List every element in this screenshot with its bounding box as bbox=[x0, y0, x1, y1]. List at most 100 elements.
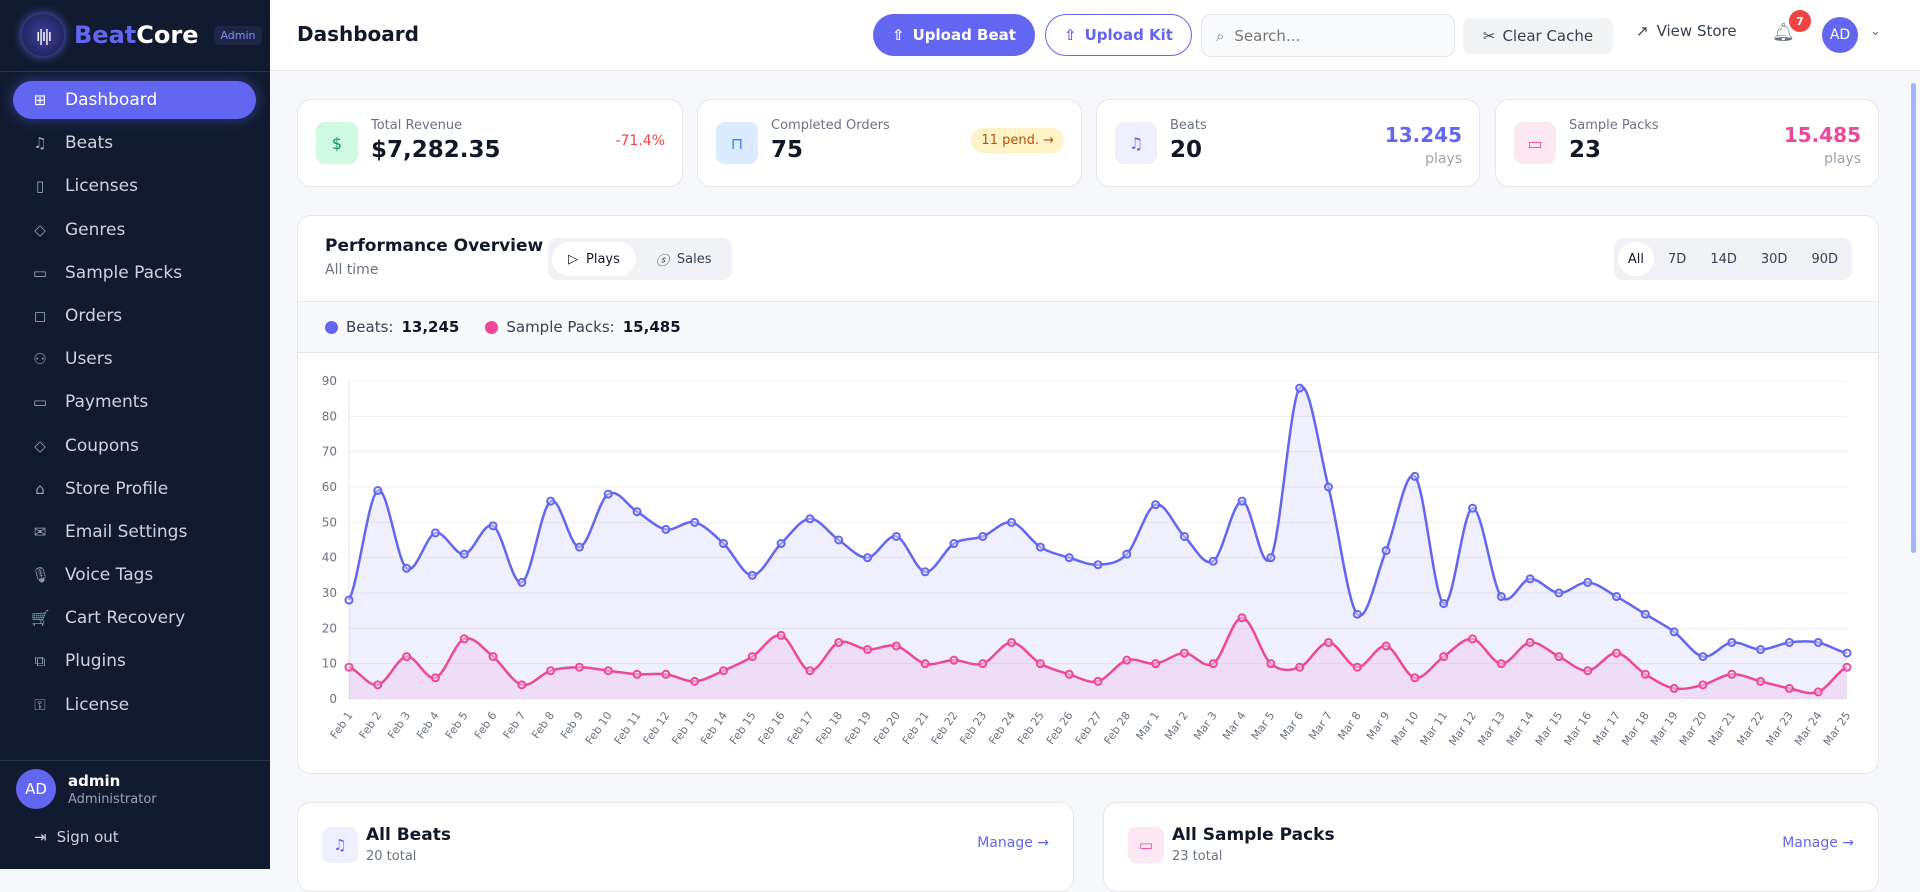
data-point bbox=[719, 539, 728, 549]
revenue-change: -71.4% bbox=[615, 133, 665, 149]
clear-cache-button[interactable]: ✂ Clear Cache bbox=[1463, 18, 1613, 54]
x-tick-label: Feb 20 bbox=[871, 709, 903, 747]
data-point bbox=[863, 553, 873, 563]
x-tick-label: Mar 8 bbox=[1335, 709, 1364, 742]
view-store-link[interactable]: ↗ View Store bbox=[1636, 22, 1737, 40]
data-point bbox=[459, 634, 469, 644]
data-point bbox=[1727, 669, 1737, 679]
x-tick-label: Mar 11 bbox=[1418, 709, 1451, 748]
sidebar-user[interactable]: AD admin Administrator bbox=[16, 769, 157, 809]
x-tick-label: Feb 28 bbox=[1101, 709, 1133, 747]
search-box[interactable]: ⌕ bbox=[1201, 14, 1455, 57]
scrollbar[interactable] bbox=[1908, 71, 1920, 869]
x-tick-label: Mar 13 bbox=[1475, 709, 1508, 748]
x-tick-label: Mar 9 bbox=[1364, 709, 1393, 742]
x-tick-label: Feb 1 bbox=[328, 709, 356, 741]
range-all[interactable]: All bbox=[1617, 242, 1655, 276]
brand-name-b: Core bbox=[136, 21, 199, 49]
range-30d[interactable]: 30D bbox=[1760, 251, 1788, 267]
sidebar-item-orders[interactable]: ◻ Orders bbox=[13, 297, 256, 335]
manage-beats-link[interactable]: Manage → bbox=[977, 835, 1049, 851]
data-point bbox=[1554, 588, 1564, 598]
tab-plays[interactable]: ▷ Plays bbox=[552, 242, 636, 276]
data-point bbox=[1640, 609, 1650, 619]
sidebar-item-payments[interactable]: ▭ Payments bbox=[13, 383, 256, 421]
divider bbox=[0, 760, 270, 761]
beats-plays: 13.245 bbox=[1384, 123, 1462, 147]
x-tick-label: Mar 20 bbox=[1677, 709, 1710, 748]
sidebar-item-coupons[interactable]: ◇ Coupons bbox=[13, 427, 256, 465]
x-tick-label: Feb 8 bbox=[529, 709, 557, 741]
user-avatar-button[interactable]: AD bbox=[1822, 17, 1858, 53]
sidebar-item-label: Beats bbox=[65, 133, 114, 154]
range-toggle: All 7D 14D 30D 90D bbox=[1613, 238, 1852, 280]
sidebar-item-users[interactable]: ⚇ Users bbox=[13, 340, 256, 378]
range-90d[interactable]: 90D bbox=[1811, 251, 1838, 267]
search-input[interactable] bbox=[1234, 26, 1435, 45]
scrollbar-thumb[interactable] bbox=[1911, 83, 1916, 553]
range-14d[interactable]: 14D bbox=[1710, 251, 1737, 267]
upload-beat-button[interactable]: ⇧ Upload Beat bbox=[873, 14, 1035, 56]
sidebar-item-label: Sample Packs bbox=[65, 262, 183, 283]
sidebar-item-genres[interactable]: ◇ Genres bbox=[13, 211, 256, 249]
x-tick-label: Mar 3 bbox=[1191, 709, 1220, 742]
stat-value: 75 bbox=[771, 137, 804, 163]
data-point bbox=[1669, 683, 1679, 693]
sidebar-item-sample-packs[interactable]: ▭ Sample Packs bbox=[13, 254, 256, 292]
sidebar-item-label: License bbox=[65, 694, 130, 715]
x-tick-label: Feb 26 bbox=[1044, 709, 1076, 747]
sidebar-item-label: Orders bbox=[65, 305, 123, 326]
data-point bbox=[719, 666, 728, 676]
data-point bbox=[805, 666, 815, 676]
plays-label: plays bbox=[1824, 151, 1861, 167]
data-point bbox=[373, 486, 383, 496]
data-point bbox=[632, 507, 642, 517]
sidebar-item-label: Users bbox=[65, 349, 113, 370]
sidebar-item-label: Licenses bbox=[65, 176, 138, 197]
data-point bbox=[1093, 676, 1103, 686]
bag-icon: ◻ bbox=[33, 306, 47, 325]
sidebar-item-cart-recovery[interactable]: 🛒 Cart Recovery bbox=[13, 599, 256, 637]
data-point bbox=[1756, 676, 1766, 686]
upload-kit-button[interactable]: ⇧ Upload Kit bbox=[1045, 14, 1192, 56]
data-point bbox=[488, 652, 498, 662]
sidebar-item-store-profile[interactable]: ⌂ Store Profile bbox=[13, 470, 256, 508]
range-7d[interactable]: 7D bbox=[1668, 251, 1687, 267]
brand-name-a: Beat bbox=[74, 21, 137, 49]
chevron-down-icon[interactable]: ⌄ bbox=[1870, 24, 1881, 39]
sidebar-item-voice-tags[interactable]: 🎙 Voice Tags bbox=[13, 556, 256, 594]
sidebar-item-email-settings[interactable]: ✉ Email Settings bbox=[13, 513, 256, 551]
data-point bbox=[373, 680, 383, 690]
data-point bbox=[978, 659, 988, 669]
data-point bbox=[1842, 648, 1852, 658]
stat-card-sample-packs: ▭ Sample Packs 23 15.485 plays bbox=[1495, 99, 1879, 187]
logo[interactable]: ı|ı|ı BeatCore Admin bbox=[22, 14, 262, 56]
y-tick-label: 40 bbox=[322, 551, 337, 565]
bell-icon[interactable]: 🔔︎ bbox=[1772, 22, 1795, 43]
stat-value: 20 bbox=[1170, 137, 1203, 163]
data-point bbox=[1381, 641, 1391, 651]
card-count: 20 total bbox=[366, 849, 417, 864]
tab-sales[interactable]: ⓢ Sales bbox=[640, 242, 728, 276]
y-tick-label: 20 bbox=[322, 621, 337, 635]
data-point bbox=[1151, 500, 1161, 510]
sidebar-item-dashboard[interactable]: ⊞ Dashboard bbox=[13, 81, 256, 119]
data-point bbox=[517, 577, 527, 587]
notification-badge: 7 bbox=[1789, 10, 1811, 32]
pending-orders-badge[interactable]: 11 pend. → bbox=[971, 128, 1064, 153]
x-tick-label: Mar 10 bbox=[1389, 709, 1422, 748]
card-count: 23 total bbox=[1172, 849, 1223, 864]
data-point bbox=[805, 514, 815, 524]
data-point bbox=[1439, 652, 1449, 662]
sign-out-button[interactable]: ⇥ Sign out bbox=[34, 828, 119, 846]
x-tick-label: Feb 22 bbox=[929, 709, 961, 747]
data-point bbox=[1381, 546, 1391, 556]
sidebar-item-licenses[interactable]: ▯ Licenses bbox=[13, 167, 256, 205]
data-point bbox=[1352, 662, 1362, 672]
sidebar-item-license[interactable]: ⚿ License bbox=[13, 686, 256, 724]
sidebar-item-beats[interactable]: ♫ Beats bbox=[13, 124, 256, 162]
view-store-label: View Store bbox=[1656, 22, 1737, 40]
manage-sample-packs-link[interactable]: Manage → bbox=[1782, 835, 1854, 851]
sidebar-item-plugins[interactable]: ⧉ Plugins bbox=[13, 642, 256, 680]
